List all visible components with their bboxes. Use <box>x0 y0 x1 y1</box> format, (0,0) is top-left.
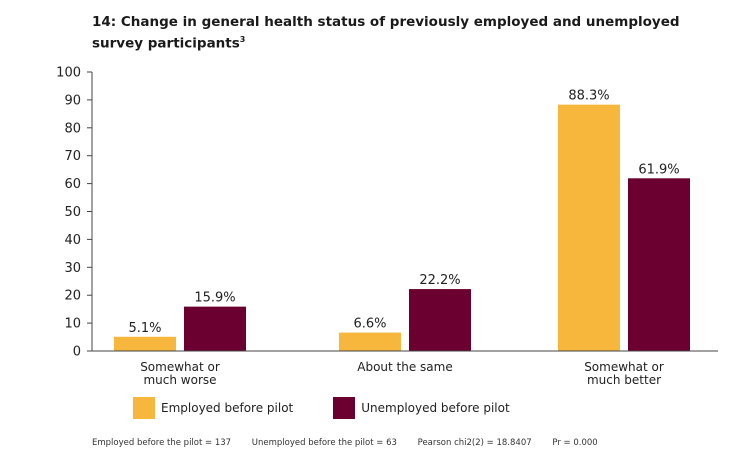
y-tick-label: 90 <box>64 93 81 108</box>
bar-employed <box>339 332 401 351</box>
y-tick-label: 100 <box>56 66 81 81</box>
footer-p-value: Pr = 0.000 <box>552 438 598 448</box>
category-label: much better <box>587 373 661 387</box>
y-tick-label: 50 <box>64 205 81 220</box>
bar-employed <box>558 104 620 351</box>
legend: Employed before pilot Unemployed before … <box>133 397 550 419</box>
y-tick-label: 30 <box>64 261 81 276</box>
y-tick-label: 10 <box>64 317 81 332</box>
footer-chi2: Pearson chi2(2) = 18.8407 <box>417 438 532 448</box>
category-label: Somewhat or <box>140 360 220 374</box>
chart-title: 14: Change in general health status of p… <box>92 14 732 53</box>
bar-unemployed <box>628 178 690 351</box>
legend-swatch-employed <box>133 397 155 419</box>
legend-item-unemployed: Unemployed before pilot <box>333 397 510 419</box>
legend-label-unemployed: Unemployed before pilot <box>361 401 510 415</box>
category-label: Somewhat or <box>584 360 664 374</box>
data-label: 61.9% <box>638 162 679 177</box>
legend-label-employed: Employed before pilot <box>161 401 294 415</box>
category-label: About the same <box>357 360 452 374</box>
data-label: 22.2% <box>419 273 460 288</box>
data-label: 88.3% <box>568 89 609 104</box>
data-label: 6.6% <box>353 317 386 332</box>
footer-notes: Employed before the pilot = 137 Unemploy… <box>92 438 616 448</box>
bar-chart: 0 10 20 30 40 50 60 70 80 90 100 5.1% 6.6% 88.3% 15.9%… <box>56 66 718 387</box>
footer-employed-count: Employed before the pilot = 137 <box>92 438 232 448</box>
chart-title-text: 14: Change in general health status of p… <box>92 14 680 52</box>
legend-item-employed: Employed before pilot <box>133 397 293 419</box>
y-tick-label: 40 <box>64 233 81 248</box>
y-tick-label: 70 <box>64 149 81 164</box>
y-tick-label: 60 <box>64 177 81 192</box>
footnote-marker: 3 <box>239 35 246 44</box>
data-label: 5.1% <box>128 321 161 336</box>
category-label: much worse <box>143 373 216 387</box>
y-tick-label: 80 <box>64 121 81 136</box>
legend-swatch-unemployed <box>333 397 356 419</box>
y-tick-label: 20 <box>64 289 81 304</box>
footer-unemployed-count: Unemployed before the pilot = 63 <box>251 438 397 448</box>
bar-unemployed <box>409 289 471 351</box>
data-label: 15.9% <box>194 291 235 306</box>
y-tick-label: 0 <box>73 345 81 360</box>
bar-employed <box>114 336 176 351</box>
bar-unemployed <box>184 306 246 351</box>
